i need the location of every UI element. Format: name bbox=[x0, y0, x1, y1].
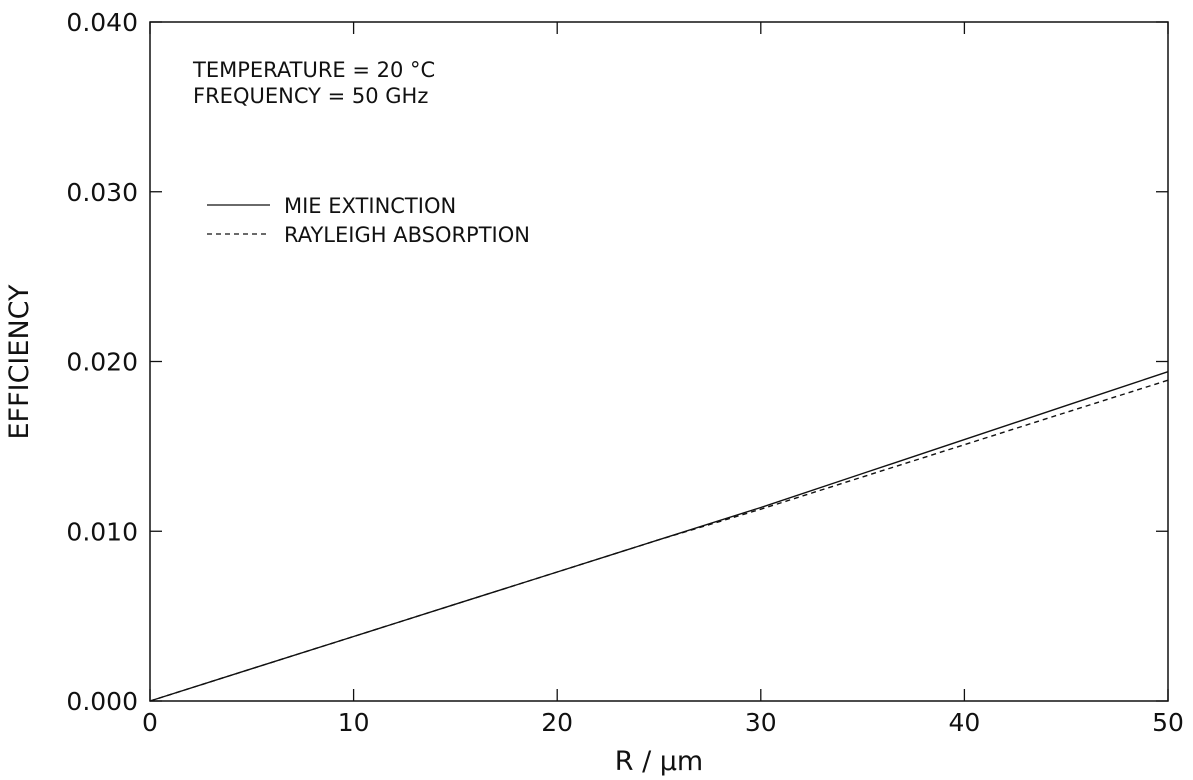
y-tick-label: 0.030 bbox=[66, 178, 138, 207]
y-tick-label: 0.020 bbox=[66, 348, 138, 377]
x-axis-title: R / μm bbox=[615, 746, 704, 777]
series-line-rayleigh-absorption bbox=[149, 379, 1169, 702]
x-tick-label: 0 bbox=[142, 708, 158, 737]
y-tick-label: 0.000 bbox=[66, 687, 138, 716]
x-tick-label: 20 bbox=[541, 708, 573, 737]
y-axis-ticks: 0.000 0.010 0.020 0.030 0.040 bbox=[66, 8, 1168, 716]
annotation-temperature: TEMPERATURE = 20 °C bbox=[192, 58, 435, 82]
y-axis-title: EFFICIENCY bbox=[4, 284, 35, 440]
y-tick-label: 0.010 bbox=[66, 517, 138, 546]
legend-label-rayleigh-absorption: RAYLEIGH ABSORPTION bbox=[284, 223, 530, 247]
annotation-frequency: FREQUENCY = 50 GHz bbox=[193, 84, 428, 108]
y-tick-label: 0.040 bbox=[66, 8, 138, 37]
series-layer bbox=[149, 371, 1169, 702]
plot-frame bbox=[149, 21, 1169, 702]
legend-label-mie-extinction: MIE EXTINCTION bbox=[284, 194, 456, 218]
series-line-mie-extinction bbox=[149, 371, 1169, 702]
x-axis-ticks: 0 10 20 30 40 50 bbox=[142, 22, 1184, 737]
legend: MIE EXTINCTION RAYLEIGH ABSORPTION bbox=[207, 194, 530, 247]
x-tick-label: 50 bbox=[1152, 708, 1184, 737]
x-tick-label: 40 bbox=[948, 708, 980, 737]
x-tick-label: 30 bbox=[745, 708, 777, 737]
x-tick-label: 10 bbox=[338, 708, 370, 737]
